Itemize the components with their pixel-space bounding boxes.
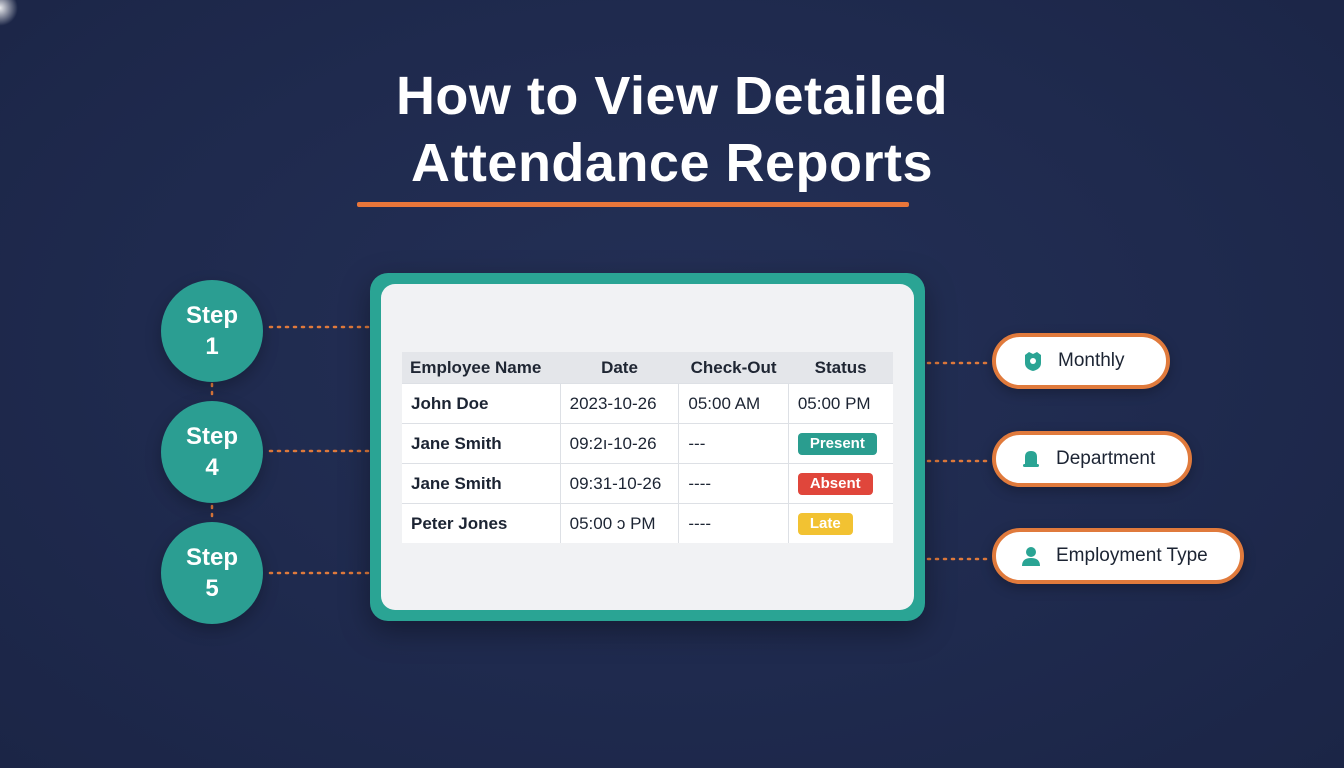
table-row[interactable]: John Doe 2023-10-26 05:00 AM 05:00 PM bbox=[402, 383, 893, 424]
step-1-label: Step bbox=[185, 302, 238, 329]
filter-department-button[interactable]: Department bbox=[992, 431, 1192, 487]
shield-icon bbox=[1020, 348, 1046, 374]
title-underline bbox=[357, 202, 909, 207]
employee-name-cell: Peter Jones bbox=[402, 503, 561, 543]
date-cell: 05:00 ɔ PM bbox=[559, 503, 679, 543]
check-out-cell: ---- bbox=[678, 503, 789, 543]
step-4-label: Step bbox=[185, 423, 238, 450]
check-out-cell: 05:00 AM bbox=[678, 383, 789, 424]
filter-employment-type-button[interactable]: Employment Type bbox=[992, 528, 1244, 584]
step-1-circle: Step 1 bbox=[161, 280, 263, 382]
date-cell: 2023-10-26 bbox=[559, 383, 679, 424]
employee-name-cell: Jane Smith bbox=[402, 463, 561, 504]
filter-monthly-label: Monthly bbox=[1058, 350, 1125, 371]
bell-icon bbox=[1018, 446, 1044, 472]
step-5-circle: Step 5 bbox=[161, 522, 263, 624]
corner-glow bbox=[0, 0, 18, 26]
status-badge-late: Late bbox=[797, 512, 853, 535]
report-card: Employee Name Date Check-Out Status John… bbox=[381, 284, 914, 610]
column-header-status[interactable]: Status bbox=[788, 352, 893, 384]
status-badge-present: Present bbox=[797, 432, 877, 455]
column-header-date[interactable]: Date bbox=[560, 352, 679, 384]
table-row[interactable]: Jane Smith 09:31-10-26 ---- Absent bbox=[402, 463, 893, 504]
employee-name-cell: Jane Smith bbox=[402, 423, 561, 464]
status-cell: Late bbox=[787, 503, 893, 543]
person-icon bbox=[1018, 543, 1044, 569]
page-title-line-2: Attendance Reports bbox=[410, 133, 934, 193]
filter-employment-type-label: Employment Type bbox=[1056, 545, 1208, 566]
check-out-cell: ---- bbox=[678, 463, 789, 504]
column-header-check-out[interactable]: Check-Out bbox=[678, 352, 789, 384]
step-5-label: Step bbox=[185, 544, 238, 571]
date-cell: 09:2ı-10-26 bbox=[559, 423, 679, 464]
attendance-table: Employee Name Date Check-Out Status John… bbox=[402, 352, 893, 543]
step-1-number: 1 bbox=[205, 333, 219, 360]
step-4-circle: Step 4 bbox=[161, 401, 263, 503]
status-cell: Absent bbox=[787, 463, 893, 504]
date-cell: 09:31-10-26 bbox=[559, 463, 679, 504]
status-cell: Present bbox=[787, 423, 893, 464]
employee-name-cell: John Doe bbox=[402, 383, 561, 424]
table-row[interactable]: Peter Jones 05:00 ɔ PM ---- Late bbox=[402, 503, 893, 543]
column-header-employee-name[interactable]: Employee Name bbox=[402, 352, 561, 384]
status-badge-absent: Absent bbox=[797, 472, 873, 495]
table-header-row: Employee Name Date Check-Out Status bbox=[402, 352, 893, 384]
filter-monthly-button[interactable]: Monthly bbox=[992, 333, 1170, 389]
check-out-cell: --- bbox=[678, 423, 789, 464]
report-card-frame: Employee Name Date Check-Out Status John… bbox=[370, 273, 925, 621]
step-4-number: 4 bbox=[205, 454, 219, 481]
status-cell: 05:00 PM bbox=[787, 383, 893, 424]
table-row[interactable]: Jane Smith 09:2ı-10-26 --- Present bbox=[402, 423, 893, 464]
step-5-number: 5 bbox=[205, 575, 219, 602]
page-title-line-1: How to View Detailed bbox=[395, 66, 949, 126]
filter-department-label: Department bbox=[1056, 448, 1156, 469]
